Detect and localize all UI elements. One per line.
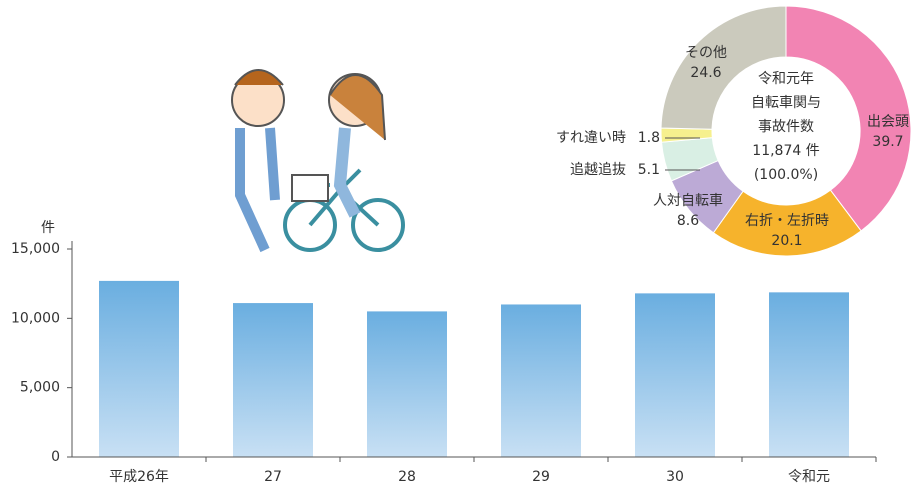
center-text: (100.0%) <box>754 167 818 183</box>
y-tick-label: 5,000 <box>20 380 60 396</box>
bar <box>501 304 581 457</box>
pie-value: 24.6 <box>690 65 721 81</box>
pie-label: すれ違い時 <box>556 130 626 146</box>
x-tick-label: 平成26年 <box>109 469 169 485</box>
y-tick-label: 15,000 <box>11 241 60 257</box>
x-tick-label: 30 <box>666 469 684 485</box>
pie-value: 39.7 <box>872 134 903 150</box>
center-text: 令和元年 <box>758 71 814 87</box>
bar <box>99 280 179 457</box>
y-unit: 件 <box>41 220 55 236</box>
pie-slice <box>785 5 912 232</box>
pie-value: 8.6 <box>677 213 699 229</box>
bar <box>769 292 849 457</box>
x-tick-label: 28 <box>398 469 416 485</box>
x-tick-label: 27 <box>264 469 282 485</box>
bar <box>233 303 313 457</box>
center-text: 11,874 件 <box>752 143 819 159</box>
y-tick-label: 10,000 <box>11 310 60 326</box>
center-text: 自転車関与 <box>751 94 821 111</box>
pie-value: 20.1 <box>771 233 802 249</box>
pie-slice <box>660 5 787 130</box>
x-tick-label: 29 <box>532 469 550 485</box>
center-text: 事故件数 <box>758 119 814 135</box>
illustration <box>231 69 405 253</box>
pie-label: 右折・左折時 <box>745 213 829 229</box>
pie-value: 1.8 <box>638 130 660 146</box>
pie-label: その他 <box>685 45 727 61</box>
pie-label: 出会頭 <box>867 114 909 130</box>
bar <box>635 293 715 457</box>
bar <box>367 311 447 457</box>
y-tick-label: 0 <box>51 449 60 465</box>
pie-value: 5.1 <box>638 162 660 178</box>
x-tick-label: 令和元 <box>788 469 830 485</box>
pie-label: 人対自転車 <box>653 192 723 209</box>
pie-label: 追越追抜 <box>570 162 626 178</box>
